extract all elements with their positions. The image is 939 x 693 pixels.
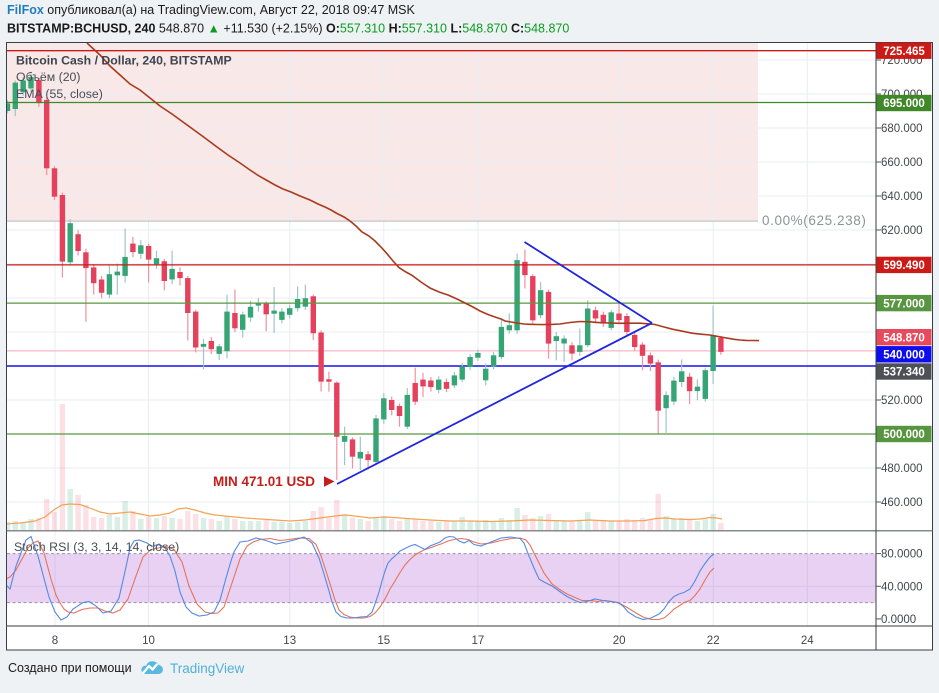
- svg-text:Создано при помощи: Создано при помощи: [8, 661, 132, 675]
- svg-text:15: 15: [377, 635, 390, 647]
- svg-text:548.870: 548.870: [883, 332, 925, 344]
- svg-text:537.340: 537.340: [883, 367, 925, 379]
- svg-text:520.000: 520.000: [881, 395, 923, 407]
- svg-text:Stoch RSI (3, 3, 14, 14, close: Stoch RSI (3, 3, 14, 14, close): [14, 540, 179, 554]
- svg-text:460.000: 460.000: [881, 497, 923, 509]
- svg-text:725.465: 725.465: [883, 46, 925, 58]
- svg-text:80.0000: 80.0000: [881, 549, 923, 561]
- svg-text:0.0000: 0.0000: [881, 614, 916, 626]
- svg-text:Объём (20): Объём (20): [16, 70, 80, 84]
- svg-text:MIN 471.01 USD: MIN 471.01 USD: [213, 474, 315, 489]
- svg-text:EMA (55, close): EMA (55, close): [16, 87, 103, 101]
- svg-text:BITSTAMP:BCHUSD, 240 548.870 ▲: BITSTAMP:BCHUSD, 240 548.870 ▲ +11.530 (…: [7, 22, 569, 36]
- svg-text:40.0000: 40.0000: [881, 581, 923, 593]
- svg-text:480.000: 480.000: [881, 463, 923, 475]
- svg-text:22: 22: [707, 635, 720, 647]
- svg-text:10: 10: [142, 635, 155, 647]
- svg-text:FilFox опубликовал(а) на Tradi: FilFox опубликовал(а) на TradingView.com…: [7, 3, 416, 17]
- svg-text:24: 24: [801, 635, 814, 647]
- svg-text:20: 20: [613, 635, 626, 647]
- svg-text:640.000: 640.000: [881, 191, 923, 203]
- svg-text:TradingView: TradingView: [170, 661, 245, 676]
- svg-text:577.000: 577.000: [883, 298, 925, 310]
- svg-text:8: 8: [52, 635, 58, 647]
- svg-text:540.000: 540.000: [883, 350, 925, 362]
- svg-text:13: 13: [283, 635, 296, 647]
- svg-text:599.490: 599.490: [883, 260, 925, 272]
- svg-text:500.000: 500.000: [883, 429, 925, 441]
- svg-text:0.00%(625.238): 0.00%(625.238): [762, 213, 866, 228]
- svg-text:680.000: 680.000: [881, 123, 923, 135]
- svg-text:Bitcoin Cash / Dollar, 240, BI: Bitcoin Cash / Dollar, 240, BITSTAMP: [16, 54, 232, 68]
- svg-text:17: 17: [472, 635, 485, 647]
- svg-text:620.000: 620.000: [881, 225, 923, 237]
- svg-text:660.000: 660.000: [881, 157, 923, 169]
- svg-text:695.000: 695.000: [883, 98, 925, 110]
